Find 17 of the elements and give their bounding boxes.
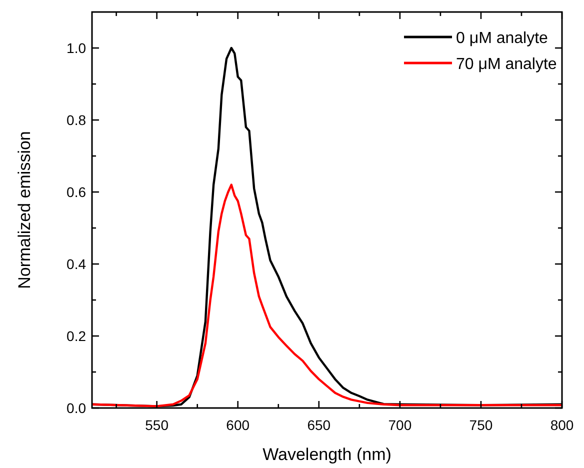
x-tick-label: 550 bbox=[145, 417, 169, 433]
x-tick-label: 800 bbox=[550, 417, 574, 433]
text: 0.0 bbox=[66, 400, 86, 416]
x-tick-label: 600 bbox=[226, 417, 250, 433]
y-axis-title: Normalized emission bbox=[15, 131, 34, 289]
x-tick-label: 700 bbox=[388, 417, 412, 433]
x-tick-label: 750 bbox=[469, 417, 493, 433]
y-tick-label: 0.8 bbox=[66, 112, 86, 128]
legend-label: 70 μM analyte bbox=[456, 56, 557, 73]
line-series bbox=[92, 184, 562, 408]
legend-label: 0 μM analyte bbox=[456, 30, 548, 47]
y-tick-label: 0.4 bbox=[66, 256, 86, 272]
y-tick-label: 0.2 bbox=[66, 328, 86, 344]
y-tick-label: 1.0 bbox=[66, 40, 86, 56]
x-axis-title: Wavelength (nm) bbox=[262, 445, 392, 464]
x-tick-label: 650 bbox=[307, 417, 331, 433]
y-tick-label: 0.6 bbox=[66, 184, 86, 200]
